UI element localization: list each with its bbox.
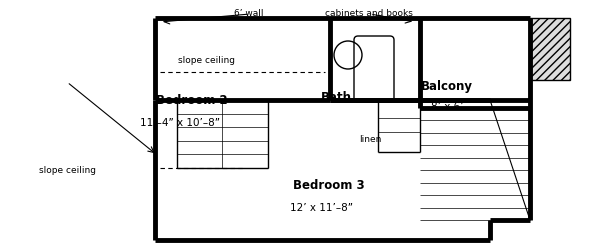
Text: 8’ x 6’: 8’ x 6’ [431, 102, 463, 112]
Text: 12’ x 11’–8”: 12’ x 11’–8” [290, 203, 353, 213]
Text: Bedroom 3: Bedroom 3 [293, 179, 365, 192]
Text: linen: linen [359, 135, 382, 144]
Text: Bath: Bath [320, 90, 352, 104]
Text: 11’–4” x 10’–8”: 11’–4” x 10’–8” [140, 118, 220, 129]
Bar [530, 18, 570, 80]
Text: cabinets and books: cabinets and books [325, 9, 413, 18]
Text: slope ceiling: slope ceiling [39, 166, 96, 175]
Text: Balcony: Balcony [421, 80, 473, 93]
Text: slope ceiling: slope ceiling [179, 56, 235, 65]
Text: Bedroom 2: Bedroom 2 [156, 94, 228, 107]
Text: 6’ wall: 6’ wall [234, 9, 264, 18]
